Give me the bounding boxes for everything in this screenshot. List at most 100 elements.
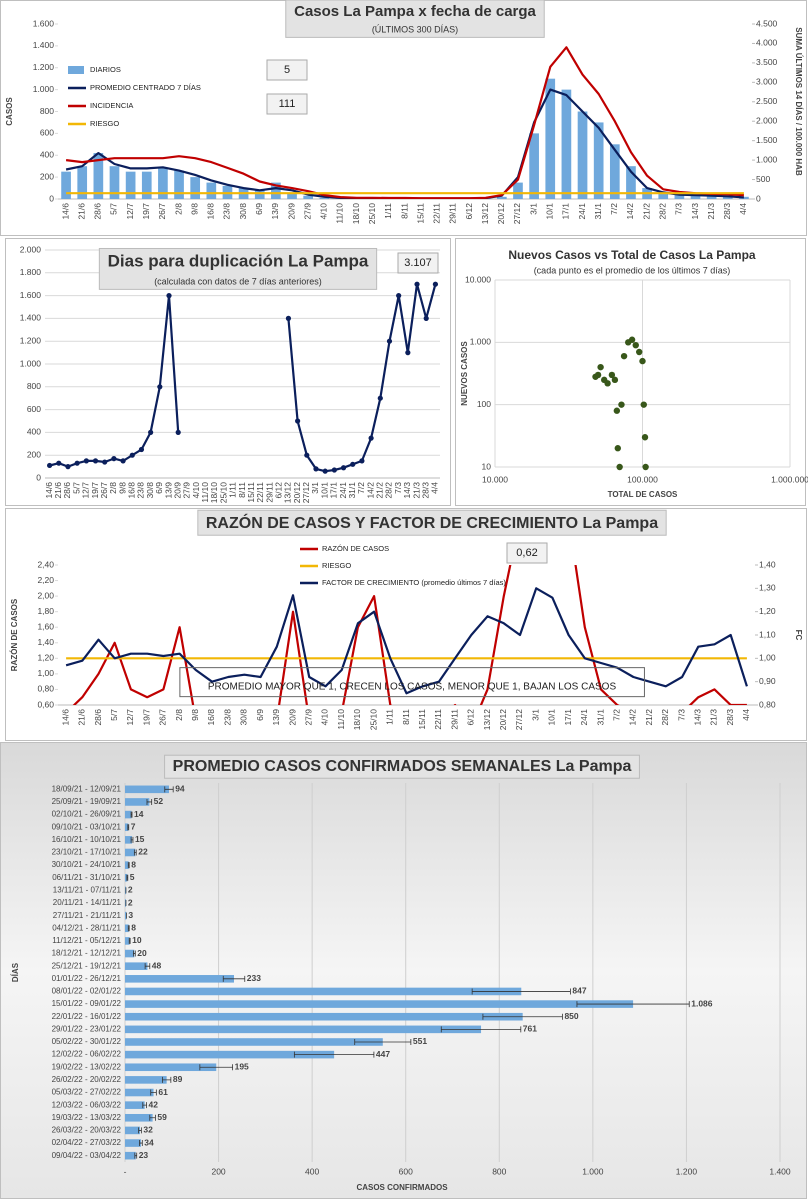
y-tick-label: 02/10/21 - 26/09/21 bbox=[52, 810, 122, 819]
x-tick-label: 15/11 bbox=[417, 709, 427, 730]
y2-tick-label: 1.500 bbox=[756, 135, 778, 145]
x-tick-label: 13/9 bbox=[271, 709, 281, 726]
y-tick-label: 26/03/22 - 20/03/22 bbox=[52, 1126, 122, 1135]
bar bbox=[125, 975, 235, 983]
x-tick-label: 28/2 bbox=[384, 482, 394, 499]
point bbox=[285, 315, 292, 321]
x-tick-label: 26/7 bbox=[157, 203, 167, 220]
y-tick-label: 25/12/21 - 19/12/21 bbox=[52, 961, 122, 970]
error-bar bbox=[139, 1140, 143, 1147]
title-box bbox=[98, 247, 378, 290]
y-tick-label: 19/03/22 - 13/03/22 bbox=[52, 1113, 122, 1122]
line bbox=[65, 587, 748, 695]
bar bbox=[125, 1038, 383, 1046]
point bbox=[157, 384, 163, 390]
x-tick-label: 7/2 bbox=[356, 482, 366, 494]
y-tick-label: 27/11/21 - 21/11/21 bbox=[53, 911, 122, 920]
x-tick-label: 19/7 bbox=[141, 203, 151, 220]
x-tick-label: 10/1 bbox=[547, 709, 557, 726]
x-tick-label: 12/7 bbox=[81, 482, 91, 499]
plot bbox=[65, 565, 748, 705]
y-tick-label: 12/03/22 - 06/03/22 bbox=[52, 1100, 122, 1109]
error-bar bbox=[576, 1001, 690, 1008]
y-tick-label: 20/11/21 - 14/11/21 bbox=[53, 898, 122, 907]
annotation: 111 bbox=[279, 98, 296, 110]
bar bbox=[577, 111, 588, 199]
bar bbox=[125, 1076, 167, 1084]
y-tick-label: 0 bbox=[36, 472, 41, 482]
bar bbox=[158, 168, 168, 199]
x-tick-label: 1.400 bbox=[769, 1166, 791, 1176]
x-tick-label: 4/10 bbox=[320, 709, 330, 726]
y-tick-label: 2.000 bbox=[20, 244, 42, 254]
x-tick-label: 29/11 bbox=[448, 203, 458, 224]
annotation: 5 bbox=[284, 64, 290, 76]
x-tick-label: 23/8 bbox=[222, 709, 232, 726]
point bbox=[295, 418, 301, 424]
x-tick-label: 7/3 bbox=[393, 482, 403, 494]
x-tick-label: 18/10 bbox=[209, 482, 219, 504]
x-tick-label: 28/2 bbox=[660, 709, 670, 726]
panel bbox=[455, 238, 806, 506]
y-axis-label: RAZÓN DE CASOS bbox=[10, 598, 19, 671]
bar bbox=[125, 810, 132, 819]
x-tick-label: 27/9 bbox=[302, 203, 312, 220]
x-tick-label: 1/11 bbox=[383, 203, 393, 219]
x-tick-label: 11/10 bbox=[336, 709, 346, 730]
data-label: 5 bbox=[130, 872, 135, 882]
x-tick-label: 31/1 bbox=[595, 709, 605, 726]
bar bbox=[61, 171, 71, 199]
point bbox=[618, 401, 625, 408]
x-tick-label: 21/2 bbox=[641, 203, 651, 220]
y-tick-label: 25/09/21 - 19/09/21 bbox=[52, 797, 122, 806]
x-tick-label: 20/9 bbox=[172, 482, 182, 499]
bar bbox=[125, 911, 127, 920]
annotation-box bbox=[266, 59, 308, 81]
annotation-box bbox=[179, 667, 645, 698]
point bbox=[616, 463, 623, 471]
y-tick-label: 1.400 bbox=[33, 40, 55, 50]
x-tick-label: 25/10 bbox=[368, 709, 378, 731]
x-tick-label: 20/9 bbox=[286, 203, 296, 220]
legend-label: INCIDENCIA bbox=[90, 101, 133, 110]
x-tick-label: 11/10 bbox=[335, 203, 345, 224]
x-tick-label: 16/8 bbox=[127, 482, 137, 499]
y-tick-label: 16/10/21 - 10/10/21 bbox=[52, 835, 122, 844]
y-tick-label: 18/12/21 - 12/12/21 bbox=[52, 949, 122, 958]
bar bbox=[125, 962, 148, 970]
x-tick-label: 17/1 bbox=[561, 203, 571, 220]
y-tick-label: 2,40 bbox=[37, 559, 54, 569]
x-tick-label: 21/2 bbox=[375, 482, 385, 499]
x-tick-label: 20/12 bbox=[498, 709, 508, 731]
y-tick-label: 1,20 bbox=[37, 653, 54, 663]
point bbox=[377, 395, 383, 401]
y-axis-label: DÍAS bbox=[11, 962, 20, 982]
x-tick-label: 5/7 bbox=[109, 709, 119, 721]
x-tick-label: 1.000 bbox=[582, 1166, 604, 1176]
x-tick-label: 21/6 bbox=[77, 709, 87, 726]
y2-tick-label: 1,30 bbox=[759, 583, 776, 593]
data-label: 48 bbox=[152, 960, 162, 970]
point bbox=[322, 468, 328, 474]
bar bbox=[125, 1012, 523, 1021]
data-label: 94 bbox=[175, 784, 185, 794]
x-tick-label: 4/10 bbox=[319, 203, 329, 220]
y-tick-label: 11/12/21 - 05/12/21 bbox=[52, 936, 121, 945]
annotation-box bbox=[506, 542, 548, 564]
y2-tick-label: 1,20 bbox=[759, 606, 776, 616]
point bbox=[641, 434, 649, 441]
annotation: 0,62 bbox=[516, 547, 537, 559]
x-tick-label: 4/4 bbox=[738, 203, 748, 215]
x-tick-label: 13/12 bbox=[482, 709, 492, 731]
error-bar bbox=[130, 811, 133, 818]
x-tick-label: 9/8 bbox=[117, 482, 127, 494]
y-tick-label: 1.600 bbox=[33, 18, 55, 28]
bar bbox=[319, 197, 330, 199]
y-tick-label: 30/10/21 - 24/10/21 bbox=[52, 860, 122, 869]
y-tick-label: 10 bbox=[482, 461, 492, 471]
x-tick-label: 7/3 bbox=[674, 203, 684, 215]
data-label: 22 bbox=[138, 847, 148, 857]
x-tick-label: 3/1 bbox=[310, 482, 320, 494]
x-tick-label: 21/2 bbox=[644, 709, 654, 726]
point bbox=[46, 462, 53, 469]
